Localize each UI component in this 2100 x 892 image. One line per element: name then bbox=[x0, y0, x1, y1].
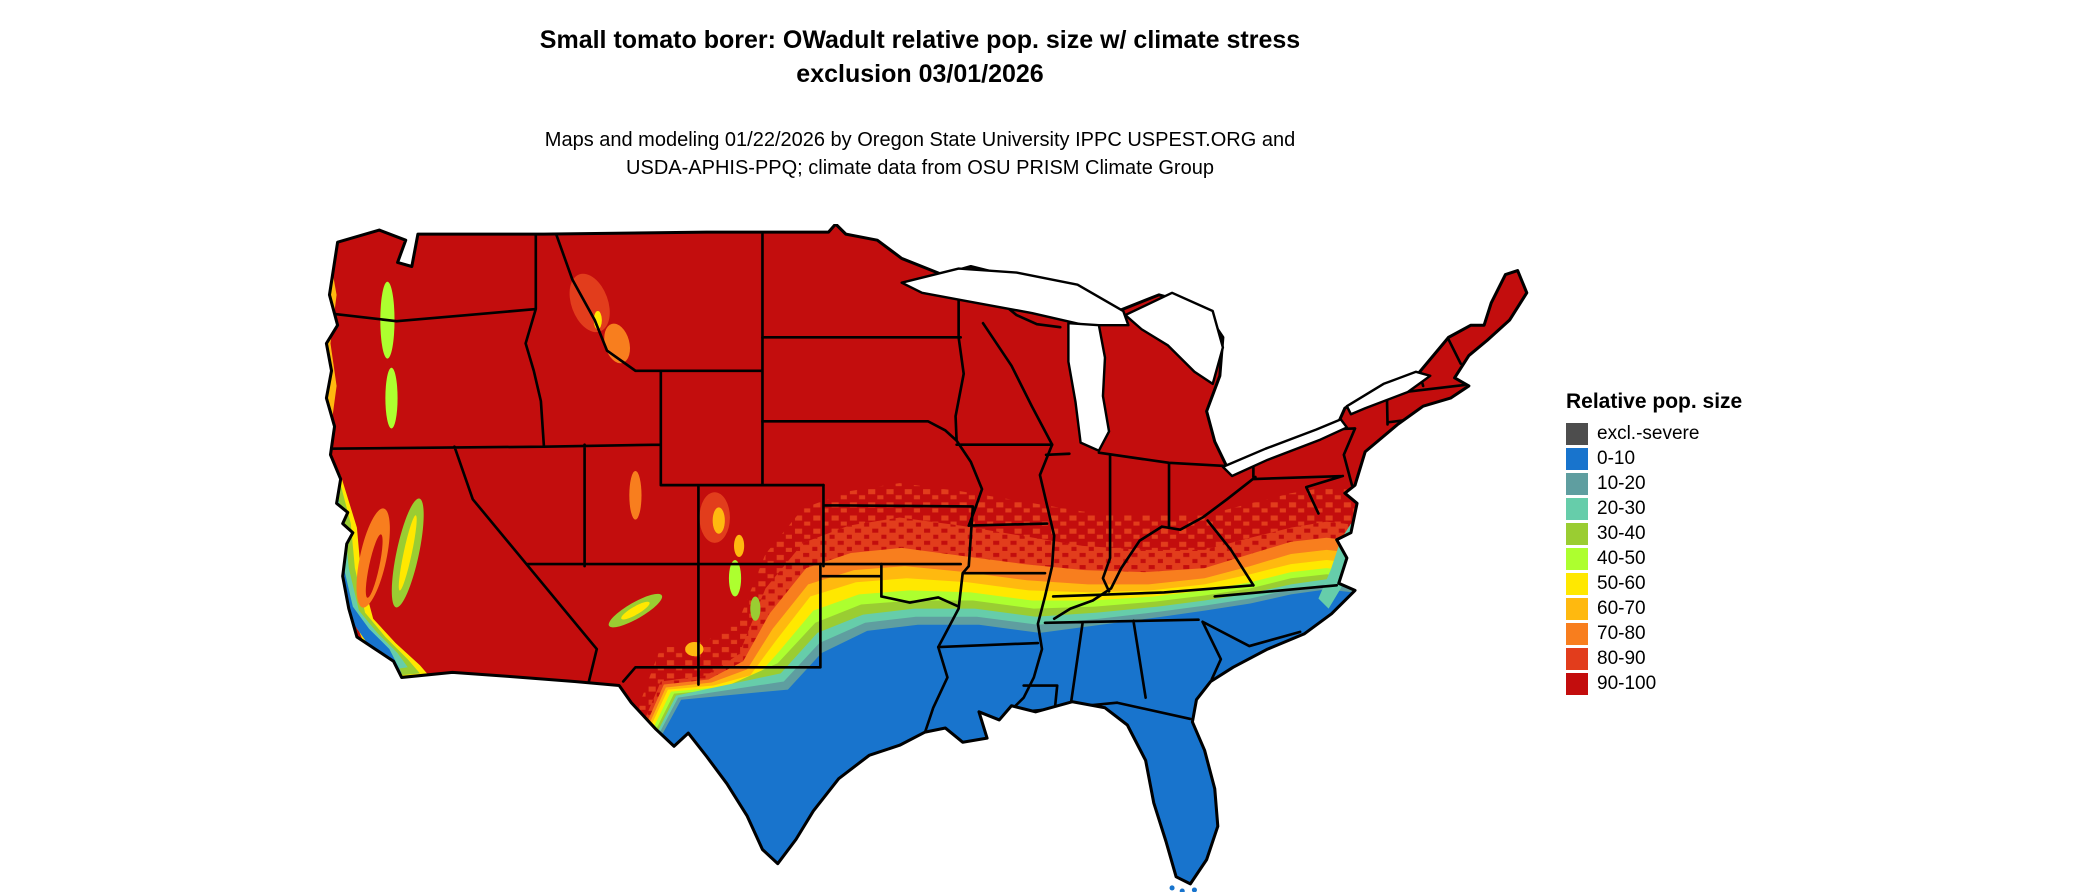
patch-sierra-yellow bbox=[398, 515, 417, 591]
patch-central-valley-red bbox=[365, 534, 383, 598]
patch-cascades-south bbox=[385, 367, 398, 429]
legend-row: 10-20 bbox=[1566, 472, 1846, 495]
map-title: Small tomato borer: OWadult relative pop… bbox=[0, 24, 1840, 92]
legend-swatch bbox=[1566, 447, 1588, 470]
legend-row: 60-70 bbox=[1566, 597, 1846, 620]
legend-swatch bbox=[1566, 597, 1588, 620]
subtitle-line-2: USDA-APHIS-PPQ; climate data from OSU PR… bbox=[626, 157, 1214, 179]
map-subtitle: Maps and modeling 01/22/2026 by Oregon S… bbox=[0, 126, 1840, 182]
lake-erie bbox=[1221, 418, 1349, 478]
legend-label: 10-20 bbox=[1597, 473, 1646, 494]
legend-label: 0-10 bbox=[1597, 448, 1636, 469]
legend-swatch bbox=[1566, 622, 1588, 645]
legend-label: excl.-severe bbox=[1597, 423, 1700, 444]
legend-label: 20-30 bbox=[1597, 498, 1646, 519]
legend-row: 0-10 bbox=[1566, 447, 1846, 470]
legend-title: Relative pop. size bbox=[1566, 390, 1743, 413]
legend-row: excl.-severe bbox=[1566, 422, 1846, 445]
us-map-svg bbox=[324, 222, 1529, 892]
legend-swatch bbox=[1566, 672, 1588, 695]
legend-swatch bbox=[1566, 497, 1588, 520]
legend-row: 80-90 bbox=[1566, 647, 1846, 670]
subtitle-line-1: Maps and modeling 01/22/2026 by Oregon S… bbox=[544, 129, 1296, 151]
keys-dot bbox=[1191, 887, 1197, 892]
us-map bbox=[300, 222, 1540, 892]
legend-row: 50-60 bbox=[1566, 572, 1846, 595]
patch-nm-mountains-2 bbox=[750, 596, 761, 621]
title-line-1: Small tomato borer: OWadult relative pop… bbox=[539, 26, 1301, 54]
legend-label: 60-70 bbox=[1597, 598, 1646, 619]
legend-swatch bbox=[1566, 572, 1588, 595]
lake-superior bbox=[900, 267, 1130, 327]
state-borders-plains bbox=[621, 236, 1054, 683]
legend-label: 40-50 bbox=[1597, 548, 1646, 569]
legend-label: 90-100 bbox=[1597, 673, 1657, 694]
keys-dot bbox=[1169, 885, 1175, 891]
legend-row: 20-30 bbox=[1566, 497, 1846, 520]
florida-keys bbox=[1169, 885, 1197, 892]
patch-wasatch bbox=[629, 470, 642, 520]
lake-michigan bbox=[1067, 321, 1111, 452]
keys-dot bbox=[1179, 888, 1185, 892]
patch-mogollon-yellow bbox=[621, 601, 650, 620]
patch-nm-mountains-3 bbox=[734, 534, 745, 557]
patch-davis-mountains bbox=[685, 642, 704, 657]
legend-label: 50-60 bbox=[1597, 573, 1646, 594]
legend-swatch bbox=[1566, 422, 1588, 445]
legend-row: 30-40 bbox=[1566, 522, 1846, 545]
patch-nm-mountains-1 bbox=[728, 560, 742, 597]
state-borders bbox=[326, 232, 1467, 737]
population-fill-layers bbox=[326, 224, 1527, 884]
legend-label: 80-90 bbox=[1597, 648, 1646, 669]
lake-huron bbox=[1124, 291, 1225, 386]
legend-swatch bbox=[1566, 472, 1588, 495]
legend: Relative pop. size excl.-severe 0-10 10-… bbox=[1566, 390, 1846, 697]
legend-label: 30-40 bbox=[1597, 523, 1646, 544]
patch-colorado-core bbox=[712, 507, 725, 534]
legend-row: 70-80 bbox=[1566, 622, 1846, 645]
title-line-2: exclusion 03/01/2026 bbox=[796, 59, 1044, 88]
state-borders-west bbox=[326, 232, 962, 688]
legend-label: 70-80 bbox=[1597, 623, 1646, 644]
great-lakes bbox=[900, 267, 1432, 478]
legend-row: 90-100 bbox=[1566, 672, 1846, 695]
lake-ontario bbox=[1345, 370, 1432, 416]
legend-swatch bbox=[1566, 647, 1588, 670]
legend-swatch bbox=[1566, 522, 1588, 545]
legend-row: 40-50 bbox=[1566, 547, 1846, 570]
legend-swatch bbox=[1566, 547, 1588, 570]
